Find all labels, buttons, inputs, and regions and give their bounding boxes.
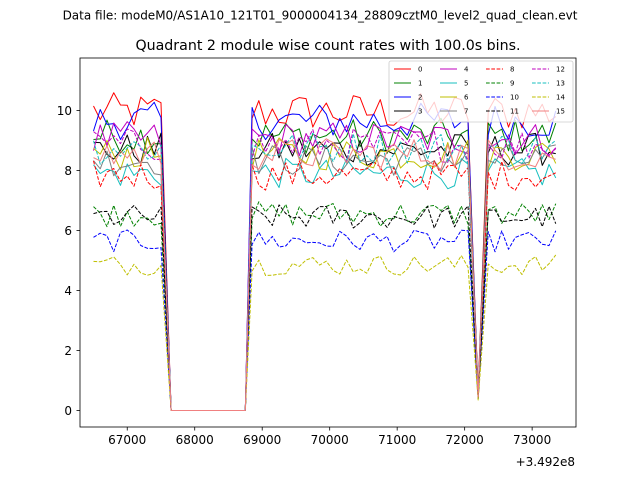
series-lines bbox=[93, 92, 557, 411]
x-tick-label-69000: 69000 bbox=[243, 433, 281, 447]
legend-label-4: 4 bbox=[464, 66, 469, 74]
legend-box bbox=[388, 60, 574, 123]
legend-label-10: 10 bbox=[510, 94, 519, 102]
series-line-14 bbox=[93, 254, 557, 411]
chart-title: Quadrant 2 module wise count rates with … bbox=[135, 38, 520, 54]
legend-label-14: 14 bbox=[556, 94, 565, 102]
x-axis-offset-label: +3.492e8 bbox=[516, 455, 575, 469]
y-tick-label-10: 10 bbox=[57, 104, 72, 118]
legend-label-11: 11 bbox=[510, 108, 519, 116]
legend-label-9: 9 bbox=[510, 80, 514, 88]
axes-frame bbox=[79, 57, 577, 428]
x-tick-label-71000: 71000 bbox=[378, 433, 416, 447]
x-tick-label-70000: 70000 bbox=[311, 433, 349, 447]
plot-area: 67000 68000 69000 70000 71000 72000 73000 0 2 4 6 8… bbox=[57, 57, 577, 447]
legend-label-3: 3 bbox=[418, 108, 422, 116]
legend-label-0: 0 bbox=[418, 66, 422, 74]
series-line-11 bbox=[93, 204, 557, 411]
series-line-15 bbox=[93, 138, 556, 411]
y-tick-label-4: 4 bbox=[64, 284, 72, 298]
y-tick-label-0: 0 bbox=[64, 404, 72, 418]
legend-label-8: 8 bbox=[510, 66, 514, 74]
series-line-10 bbox=[93, 229, 557, 411]
x-tick-label-67000: 67000 bbox=[108, 433, 146, 447]
legend-label-15: 15 bbox=[556, 108, 565, 116]
x-tick-label-73000: 73000 bbox=[513, 433, 551, 447]
legend-label-2: 2 bbox=[418, 94, 422, 102]
legend-label-6: 6 bbox=[464, 94, 469, 102]
figure-suptitle: Data file: modeM0/AS1A10_121T01_90000041… bbox=[63, 9, 578, 23]
x-tick-label-68000: 68000 bbox=[176, 433, 214, 447]
legend-label-12: 12 bbox=[556, 66, 565, 74]
legend-label-1: 1 bbox=[418, 80, 422, 88]
y-tick-label-6: 6 bbox=[64, 224, 72, 238]
legend-label-5: 5 bbox=[464, 80, 468, 88]
y-tick-label-2: 2 bbox=[64, 344, 72, 358]
y-tick-label-8: 8 bbox=[64, 164, 72, 178]
legend-label-7: 7 bbox=[464, 108, 468, 116]
x-tick-label-72000: 72000 bbox=[446, 433, 484, 447]
legend-label-13: 13 bbox=[556, 80, 565, 88]
